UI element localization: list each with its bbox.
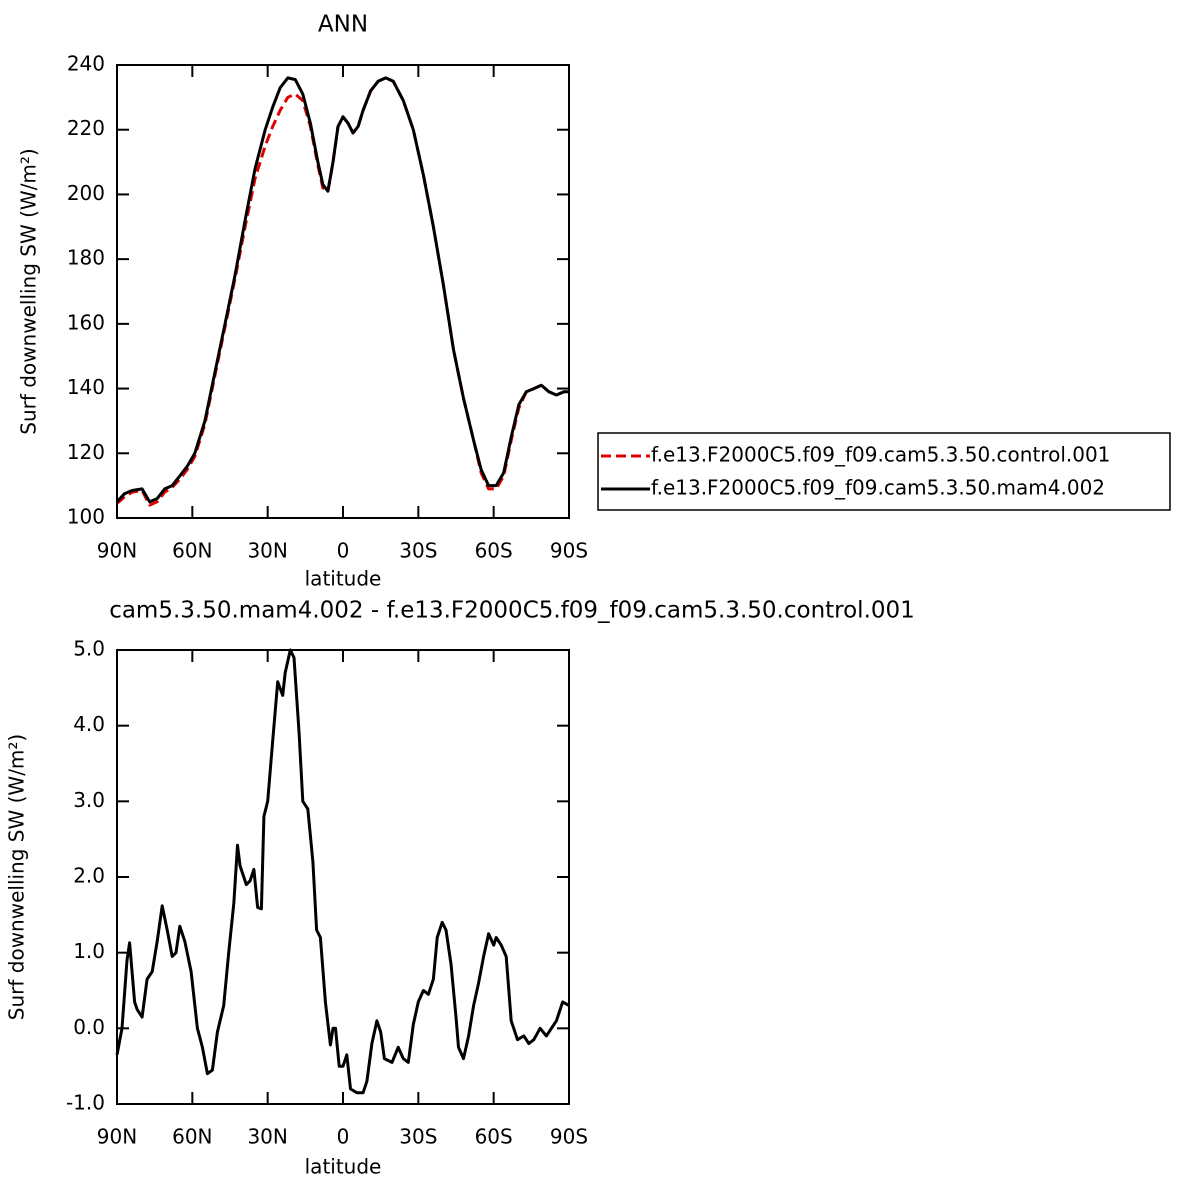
y-tick-label: 220 [67, 116, 105, 140]
x-axis-label: latitude [305, 1155, 382, 1179]
x-axis-label: latitude [305, 567, 382, 591]
x-tick-label: 30S [399, 1125, 437, 1149]
data-line [115, 76, 569, 504]
legend-label: f.e13.F2000C5.f09_f09.cam5.3.50.control.… [651, 443, 1110, 467]
x-tick-label: 0 [337, 539, 350, 563]
y-tick-label: 3.0 [73, 788, 105, 812]
x-tick-label: 30N [247, 1125, 287, 1149]
x-tick-label: 90N [97, 539, 137, 563]
y-tick-label: 140 [67, 375, 105, 399]
y-tick-label: 5.0 [73, 637, 105, 661]
y-tick-label: 120 [67, 440, 105, 464]
data-line [115, 648, 570, 1095]
x-tick-label: 60S [475, 539, 513, 563]
chart-title: ANN [318, 12, 368, 38]
legend-box [597, 432, 1171, 511]
x-tick-label: 30S [399, 539, 437, 563]
y-tick-label: 2.0 [73, 864, 105, 888]
y-tick-label: 180 [67, 246, 105, 270]
plot-frame [116, 64, 570, 519]
x-tick-label: 90S [550, 1125, 588, 1149]
x-tick-label: 60N [172, 539, 212, 563]
y-tick-label: 160 [67, 310, 105, 334]
legend-label: f.e13.F2000C5.f09_f09.cam5.3.50.mam4.002 [651, 476, 1105, 500]
y-tick-label: 1.0 [73, 939, 105, 963]
y-tick-label: 240 [67, 52, 105, 76]
x-tick-label: 60N [172, 1125, 212, 1149]
x-tick-label: 60S [475, 1125, 513, 1149]
x-tick-label: 90N [97, 1125, 137, 1149]
data-line [116, 76, 569, 507]
y-tick-label: 4.0 [73, 712, 105, 736]
x-tick-label: 30N [247, 539, 287, 563]
plot-frame [116, 649, 570, 1105]
chart-title: cam5.3.50.mam4.002 - f.e13.F2000C5.f09_f… [109, 598, 915, 624]
x-tick-label: 90S [550, 539, 588, 563]
y-tick-label: 100 [67, 505, 105, 529]
y-axis-label: Surf downwelling SW (W/m²) [5, 734, 29, 1020]
y-tick-label: -1.0 [66, 1091, 105, 1115]
x-tick-label: 0 [337, 1125, 350, 1149]
y-axis-label: Surf downwelling SW (W/m²) [17, 148, 41, 434]
y-tick-label: 200 [67, 181, 105, 205]
y-tick-label: 0.0 [73, 1015, 105, 1039]
